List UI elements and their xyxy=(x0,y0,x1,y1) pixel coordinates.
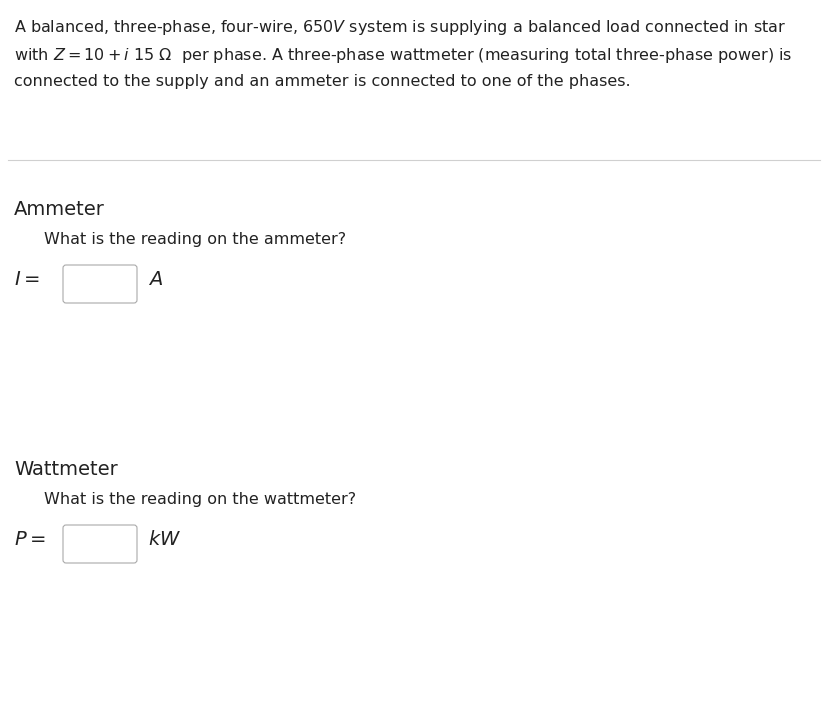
Text: Ammeter: Ammeter xyxy=(14,200,105,219)
Text: $P =$: $P =$ xyxy=(14,530,45,549)
Text: What is the reading on the ammeter?: What is the reading on the ammeter? xyxy=(44,232,346,247)
Text: What is the reading on the wattmeter?: What is the reading on the wattmeter? xyxy=(44,492,356,507)
Text: $kW$: $kW$ xyxy=(148,530,181,549)
Text: $I =$: $I =$ xyxy=(14,270,40,289)
Text: with $Z = 10 + i\ 15\ \Omega$  per phase. A three-phase wattmeter (measuring tot: with $Z = 10 + i\ 15\ \Omega$ per phase.… xyxy=(14,46,791,65)
FancyBboxPatch shape xyxy=(63,265,136,303)
Text: Wattmeter: Wattmeter xyxy=(14,460,117,479)
FancyBboxPatch shape xyxy=(63,525,136,563)
Text: $A$: $A$ xyxy=(148,270,163,289)
Text: connected to the supply and an ammeter is connected to one of the phases.: connected to the supply and an ammeter i… xyxy=(14,74,630,89)
Text: A balanced, three-phase, four-wire, 650$V$ system is supplying a balanced load c: A balanced, three-phase, four-wire, 650$… xyxy=(14,18,786,37)
